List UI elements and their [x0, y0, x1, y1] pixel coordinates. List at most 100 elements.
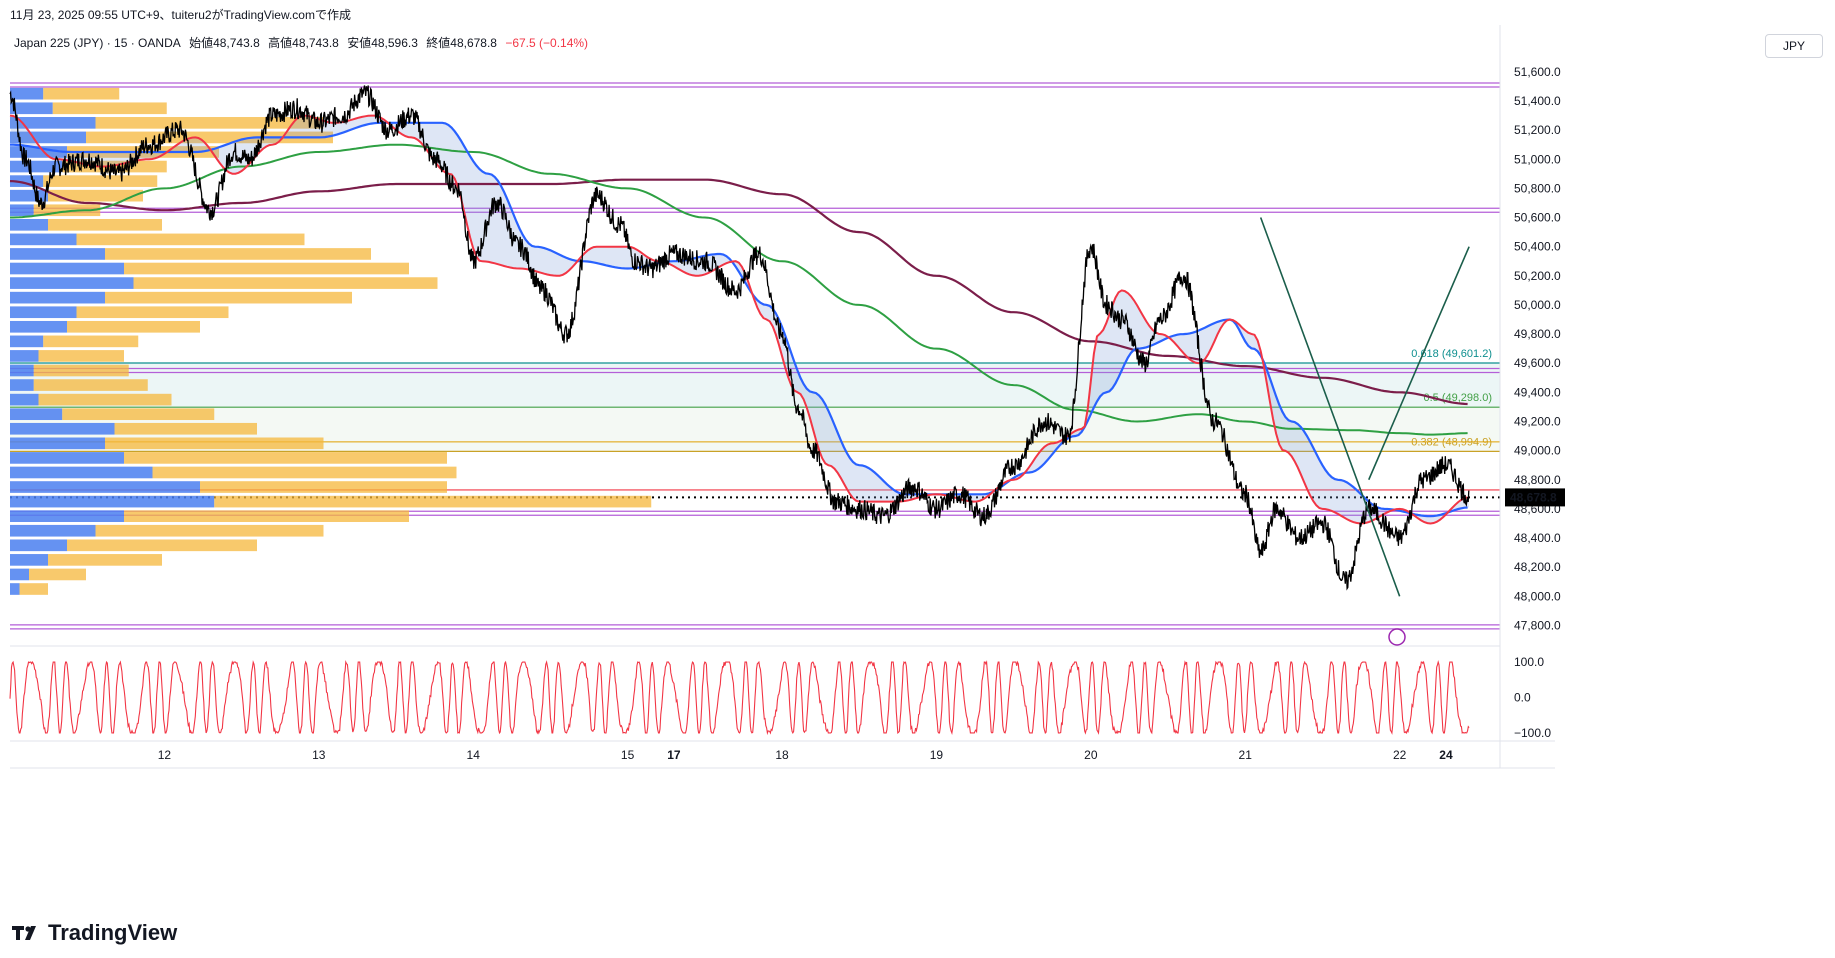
vp-bar-down — [48, 189, 143, 202]
fib-zone-upper — [10, 363, 1500, 408]
vp-bar-up — [10, 422, 115, 435]
vp-bar-up — [10, 554, 48, 566]
vp-bar-down — [67, 320, 200, 333]
price-tick-label: 51,400.0 — [1514, 94, 1561, 108]
vp-bar-down — [33, 364, 129, 377]
time-tick-label: 12 — [158, 748, 172, 762]
price-tick-label: 49,200.0 — [1514, 414, 1561, 428]
change-value: −67.5 (−0.14%) — [505, 36, 589, 50]
price-tick-label: 51,200.0 — [1514, 123, 1561, 137]
time-tick-label: 13 — [312, 748, 326, 762]
price-tick-label: 49,400.0 — [1514, 385, 1561, 399]
vp-bar-down — [86, 131, 333, 144]
vp-bar-down — [105, 248, 371, 260]
vp-bar-down — [76, 306, 229, 319]
price-tick-label: 51,000.0 — [1514, 152, 1561, 166]
vp-bar-down — [43, 175, 158, 187]
price-tick-label: 48,000.0 — [1514, 589, 1561, 603]
last-price-label: 48,678.8 — [1510, 490, 1557, 504]
vp-bar-up — [10, 437, 105, 450]
vp-bar-up — [10, 291, 105, 304]
currency-button[interactable]: JPY — [1765, 34, 1823, 58]
vp-bar-up — [10, 146, 67, 158]
vp-bar-up — [10, 87, 44, 100]
price-tick-label: 49,600.0 — [1514, 356, 1561, 370]
time-axis[interactable]: 12 13 14 15 17 18 19 20 21 22 24 — [158, 748, 1453, 762]
vp-bar-up — [10, 452, 124, 464]
fib-label-0: 0.618 (49,601.2) — [1411, 348, 1492, 360]
vp-bar-up — [10, 466, 153, 479]
vp-bar-down — [200, 481, 447, 493]
vp-bar-up — [10, 335, 44, 348]
last-price-badge — [1505, 488, 1565, 507]
vp-bar-down — [114, 422, 257, 435]
vp-bar-down — [62, 408, 215, 421]
high-value: 高値48,743.8 — [268, 36, 339, 50]
vp-bar-down — [48, 554, 162, 566]
vp-bar-down — [38, 393, 172, 406]
vp-bar-down — [29, 568, 86, 581]
vp-bar-down — [214, 495, 652, 508]
chart-frame — [10, 25, 1555, 769]
vp-bar-up — [10, 510, 124, 522]
time-tick-label: 22 — [1393, 748, 1407, 762]
trendlines[interactable] — [1259, 217, 1470, 597]
ema-slow-line — [10, 143, 1468, 436]
vp-bar-up — [10, 131, 86, 144]
vp-bar-down — [38, 350, 124, 362]
symbol-name[interactable]: Japan 225 (JPY) · 15 · OANDA — [14, 36, 181, 50]
price-tick-label: 47,800.0 — [1514, 618, 1561, 632]
close-value: 終値48,678.8 — [426, 36, 497, 50]
vp-bar-down — [76, 233, 305, 246]
vp-bar-down — [43, 335, 139, 348]
vp-bar-up — [10, 408, 63, 421]
vp-bar-down — [95, 524, 324, 537]
vp-bar-up — [10, 350, 39, 362]
symbol-legend: Japan 225 (JPY) · 15 · OANDA 始値48,743.8 … — [14, 34, 593, 51]
trendline-0 — [1259, 217, 1401, 597]
vp-bar-up — [10, 379, 34, 391]
vp-bar-up — [10, 102, 53, 115]
vp-bar-up — [10, 277, 134, 289]
price-tick-label: 48,800.0 — [1514, 473, 1561, 487]
vp-bar-up — [10, 204, 34, 217]
price-tick-label: 49,000.0 — [1514, 444, 1561, 458]
price-axis[interactable]: 51,600.0 51,400.0 51,200.0 51,000.0 50,800.0… — [1505, 65, 1565, 633]
fib-label-1: 0.5 (49,298.0) — [1424, 392, 1493, 404]
vp-bar-down — [48, 218, 162, 231]
tradingview-logo-icon — [12, 926, 36, 940]
vp-bar-down — [43, 87, 120, 100]
vp-bar-down — [95, 117, 324, 129]
oscillator-tick-label: 100.0 — [1514, 655, 1544, 669]
logo-text: TradingView — [48, 920, 178, 945]
vp-bar-down — [52, 102, 167, 115]
price-tick-label: 48,400.0 — [1514, 531, 1561, 545]
open-value: 始値48,743.8 — [189, 36, 260, 50]
time-tick-label: 14 — [467, 748, 481, 762]
vp-bar-up — [10, 233, 77, 246]
vp-bar-up — [10, 495, 215, 508]
vp-bar-up — [10, 218, 48, 231]
time-tick-label: 15 — [621, 748, 635, 762]
vp-bar-up — [10, 248, 105, 260]
time-tick-label: 24 — [1439, 748, 1453, 762]
vp-bar-down — [152, 466, 457, 479]
price-tick-label: 50,800.0 — [1514, 181, 1561, 195]
price-tick-label: 51,600.0 — [1514, 65, 1561, 79]
vp-bar-up — [10, 306, 77, 319]
vp-bar-up — [10, 568, 29, 581]
vp-bar-down — [124, 262, 409, 275]
ema-long-line — [9, 178, 1468, 406]
vp-bar-down — [67, 539, 257, 552]
ema-cloud — [10, 115, 1470, 524]
time-tick-label: 20 — [1084, 748, 1098, 762]
vp-bar-up — [10, 189, 48, 202]
tradingview-logo[interactable]: TradingView — [12, 920, 177, 946]
price-tick-label: 50,400.0 — [1514, 240, 1561, 254]
vp-bar-down — [33, 379, 148, 391]
vp-bar-down — [19, 583, 48, 595]
vp-bar-up — [10, 583, 20, 595]
price-tick-label: 50,000.0 — [1514, 298, 1561, 312]
oscillator-tick-label: 0.0 — [1514, 691, 1531, 705]
